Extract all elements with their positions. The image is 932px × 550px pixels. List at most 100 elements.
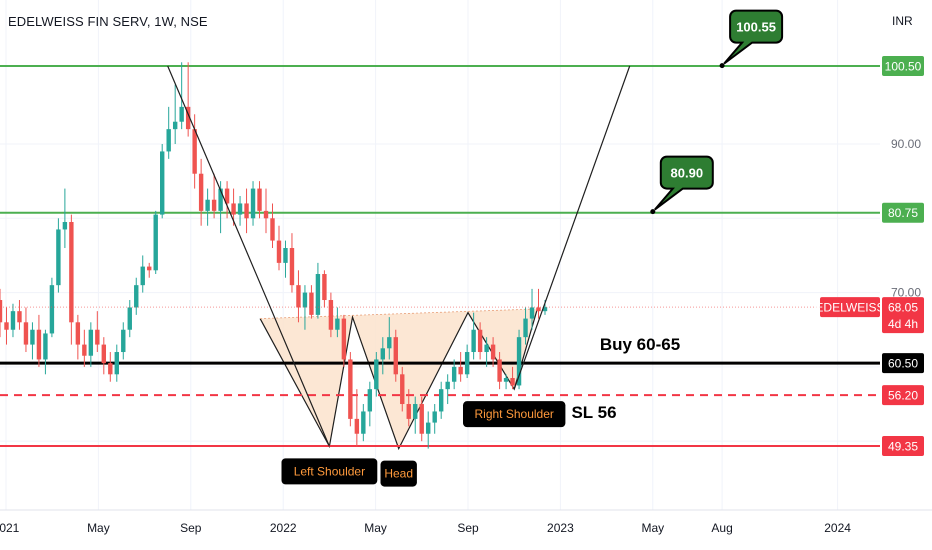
candle-body	[361, 411, 366, 434]
candle	[393, 329, 398, 382]
candle	[523, 307, 528, 345]
candle-body	[503, 378, 509, 382]
x-tick-label: Sep	[457, 521, 479, 535]
head-and-shoulders-pattern	[259, 308, 538, 451]
candle	[328, 292, 334, 338]
callout-bubble	[654, 155, 714, 211]
candle-body	[393, 337, 398, 375]
candle-body	[0, 300, 3, 323]
candle	[0, 288, 3, 338]
candle	[276, 225, 282, 271]
candle	[361, 404, 366, 442]
level-tag-text: 56.20	[888, 389, 918, 403]
price-tag-text: 68.05	[888, 301, 918, 315]
trade-annotation: Buy 60-65	[600, 335, 680, 354]
candle	[257, 181, 262, 219]
candle-body	[95, 329, 100, 345]
candle	[367, 381, 373, 427]
callout-anchor	[650, 209, 656, 215]
projection-line	[167, 65, 330, 447]
candle-body	[140, 266, 145, 286]
candle	[471, 312, 476, 360]
candle	[270, 203, 275, 249]
pattern-label-text: Right Shoulder	[475, 407, 554, 421]
candle	[211, 173, 217, 219]
candle-body	[458, 366, 463, 375]
candle-body	[536, 307, 541, 312]
candle-body	[108, 363, 113, 375]
candle-body	[121, 329, 126, 353]
candle	[400, 366, 405, 412]
candle-body	[413, 404, 418, 419]
candle	[503, 374, 509, 390]
candle-body	[101, 344, 107, 364]
candle-body	[516, 337, 522, 386]
candle	[75, 314, 81, 360]
candle	[322, 270, 327, 308]
candle-body	[134, 285, 139, 308]
callout-text: 100.55	[736, 20, 776, 35]
candle	[296, 270, 301, 323]
candle-body	[4, 322, 9, 330]
candle-body	[348, 359, 353, 419]
candle	[354, 389, 360, 447]
candle-body	[490, 344, 496, 360]
candle	[108, 352, 113, 382]
chart-title: EDELWEISS FIN SERV, 1W, NSE	[8, 14, 208, 29]
candle	[88, 322, 94, 367]
candle-body	[127, 307, 132, 330]
candle-body	[289, 248, 295, 286]
candle-body	[205, 199, 210, 211]
candle-body	[380, 348, 385, 360]
trade-annotations: Buy 60-65 SL 56	[571, 335, 680, 422]
candle	[101, 337, 107, 375]
level-price-tag: 100.50	[882, 56, 924, 76]
candle	[387, 317, 392, 360]
candle	[23, 307, 29, 353]
candle	[192, 114, 197, 189]
candle-body	[432, 411, 437, 423]
level-tag-bg	[882, 202, 924, 223]
candle	[516, 329, 522, 390]
candle-body	[451, 366, 457, 382]
x-tick-label: May	[364, 521, 387, 535]
candle-body	[179, 106, 184, 122]
candle-body	[471, 329, 476, 353]
candle-body	[263, 210, 269, 219]
x-tick-label: 2022	[270, 521, 297, 535]
candle	[302, 285, 308, 330]
pattern-label: Left Shoulder	[281, 458, 378, 485]
x-tick-label: 2023	[547, 521, 574, 535]
candle-body	[82, 344, 87, 356]
candle	[43, 329, 48, 375]
candle	[244, 188, 249, 234]
candle-body	[10, 311, 16, 330]
candle	[283, 240, 288, 278]
y-tick-label: 70.00	[891, 286, 921, 300]
candle	[536, 288, 541, 319]
candle	[121, 322, 126, 360]
candle-body	[276, 240, 282, 263]
candle	[484, 337, 489, 367]
candle	[374, 352, 379, 397]
candle-body	[510, 378, 515, 386]
candle	[309, 285, 314, 319]
candle-body	[62, 222, 68, 230]
candle-body	[166, 129, 171, 152]
candle-body	[147, 266, 152, 271]
candle-body	[49, 285, 55, 334]
candle	[69, 214, 74, 345]
candle	[10, 303, 16, 338]
pattern-label-box	[281, 458, 378, 485]
candle-body	[257, 188, 262, 211]
pattern-fill	[260, 308, 538, 449]
candle-body	[445, 381, 450, 390]
candle	[114, 344, 119, 382]
candle-body	[114, 352, 119, 375]
candle-body	[43, 333, 48, 360]
candle-body	[484, 344, 489, 353]
candle	[406, 389, 411, 427]
candle	[56, 218, 61, 293]
candle-body	[160, 151, 165, 215]
